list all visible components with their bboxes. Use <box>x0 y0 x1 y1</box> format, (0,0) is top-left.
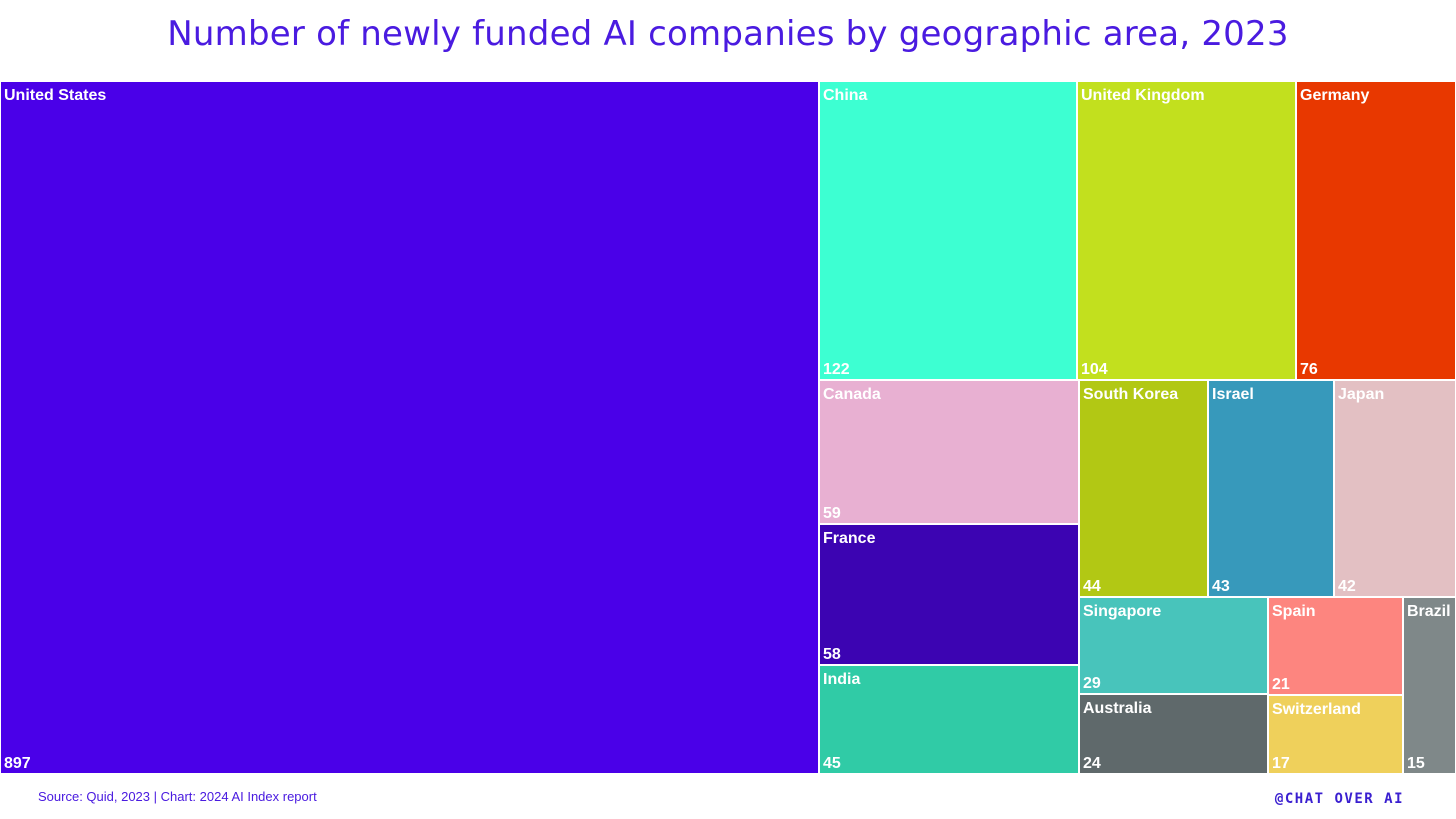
tile-label: Switzerland <box>1272 701 1361 718</box>
tile-label: Singapore <box>1083 603 1162 620</box>
tile-value: 43 <box>1212 578 1230 595</box>
tile-label: Australia <box>1083 700 1152 717</box>
brand-logo: @CHAT OVER AI <box>1274 791 1404 807</box>
treemap-tile-spain: Spain 21 <box>1268 597 1403 695</box>
tile-value: 122 <box>823 361 850 378</box>
tile-value: 24 <box>1083 755 1101 772</box>
tile-label: France <box>823 530 876 547</box>
treemap-tile-united-states: United States 897 <box>0 81 819 774</box>
treemap-tile-germany: Germany 76 <box>1296 81 1456 380</box>
tile-value: 104 <box>1081 361 1108 378</box>
treemap-tile-switzerland: Switzerland 17 <box>1268 695 1403 774</box>
chart-title: Number of newly funded AI companies by g… <box>167 14 1289 54</box>
treemap-tile-china: China 122 <box>819 81 1077 380</box>
tile-label: Brazil <box>1407 603 1451 620</box>
tile-label: Germany <box>1300 87 1370 104</box>
source-note: Source: Quid, 2023 | Chart: 2024 AI Inde… <box>38 789 317 804</box>
tile-value: 44 <box>1083 578 1101 595</box>
treemap-tile-israel: Israel 43 <box>1208 380 1334 597</box>
tile-label: Spain <box>1272 603 1316 620</box>
tile-value: 29 <box>1083 675 1101 692</box>
tile-label: United Kingdom <box>1081 87 1205 104</box>
tile-value: 897 <box>4 755 31 772</box>
treemap-tile-brazil: Brazil 15 <box>1403 597 1456 774</box>
tile-label: Canada <box>823 386 881 403</box>
tile-label: China <box>823 87 868 104</box>
tile-label: Israel <box>1212 386 1254 403</box>
treemap: United States 897 China 122 United Kingdom 10… <box>0 81 1456 774</box>
treemap-tile-united-kingdom: United Kingdom 104 <box>1077 81 1296 380</box>
tile-value: 59 <box>823 505 841 522</box>
treemap-tile-france: France 58 <box>819 524 1079 665</box>
treemap-tile-india: India 45 <box>819 665 1079 774</box>
treemap-tile-singapore: Singapore 29 <box>1079 597 1268 694</box>
tile-label: India <box>823 671 861 688</box>
tile-label: Japan <box>1338 386 1385 403</box>
tile-value: 21 <box>1272 676 1290 693</box>
tile-value: 76 <box>1300 361 1318 378</box>
treemap-tile-south-korea: South Korea 44 <box>1079 380 1208 597</box>
tile-value: 15 <box>1407 755 1425 772</box>
treemap-tile-japan: Japan 42 <box>1334 380 1456 597</box>
treemap-tile-australia: Australia 24 <box>1079 694 1268 774</box>
tile-label: United States <box>4 87 107 104</box>
tile-label: South Korea <box>1083 386 1179 403</box>
treemap-tile-canada: Canada 59 <box>819 380 1079 524</box>
tile-value: 42 <box>1338 578 1356 595</box>
tile-value: 58 <box>823 646 841 663</box>
tile-value: 45 <box>823 755 841 772</box>
tile-value: 17 <box>1272 755 1290 772</box>
